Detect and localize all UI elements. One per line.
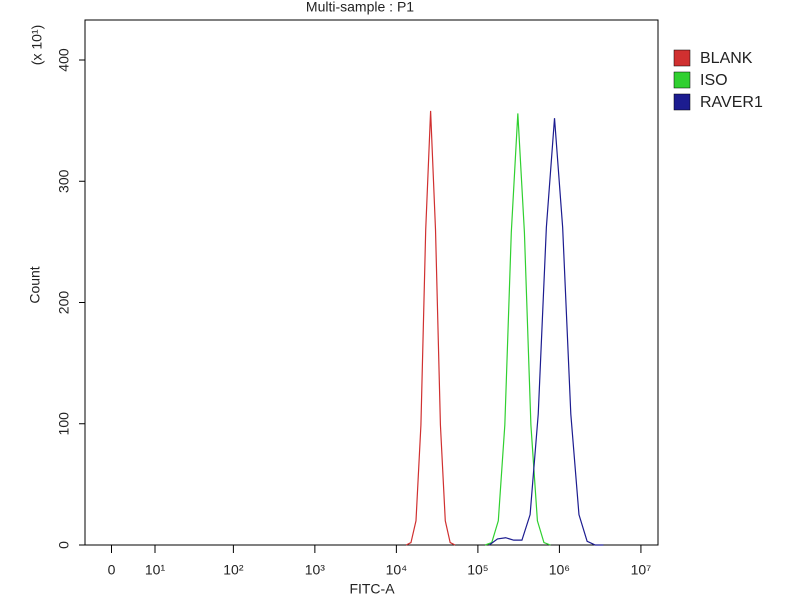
chart-title: Multi-sample : P1	[306, 0, 414, 15]
y-multiplier: (x 10¹)	[29, 25, 45, 65]
x-tick-label: 10³	[305, 562, 326, 578]
y-tick-label: 300	[56, 169, 72, 193]
y-tick-label: 0	[56, 541, 72, 549]
histogram-line	[488, 118, 604, 546]
legend-swatch	[673, 93, 691, 111]
x-tick-label: 10²	[223, 562, 244, 578]
y-tick-label: 100	[56, 412, 72, 436]
x-axis-label: FITC-A	[349, 581, 395, 597]
x-tick-label: 10¹	[145, 562, 166, 578]
x-tick-label: 10⁴	[386, 562, 408, 578]
y-axis-label: Count	[27, 266, 43, 303]
x-tick-label: 0	[108, 562, 116, 578]
legend-label: ISO	[700, 72, 728, 89]
plot-frame	[84, 19, 659, 546]
histogram-line	[405, 110, 456, 546]
legend-swatch	[673, 71, 691, 89]
x-tick-label: 10⁵	[467, 562, 488, 578]
legend-label: RAVER1	[700, 94, 763, 111]
y-tick-label: 200	[56, 291, 72, 315]
y-tick-label: 400	[56, 48, 72, 72]
x-tick-label: 10⁷	[631, 562, 652, 578]
legend-swatch	[673, 49, 691, 67]
x-tick-label: 10⁶	[549, 562, 570, 578]
legend-label: BLANK	[700, 50, 753, 67]
histogram-line	[485, 113, 551, 546]
